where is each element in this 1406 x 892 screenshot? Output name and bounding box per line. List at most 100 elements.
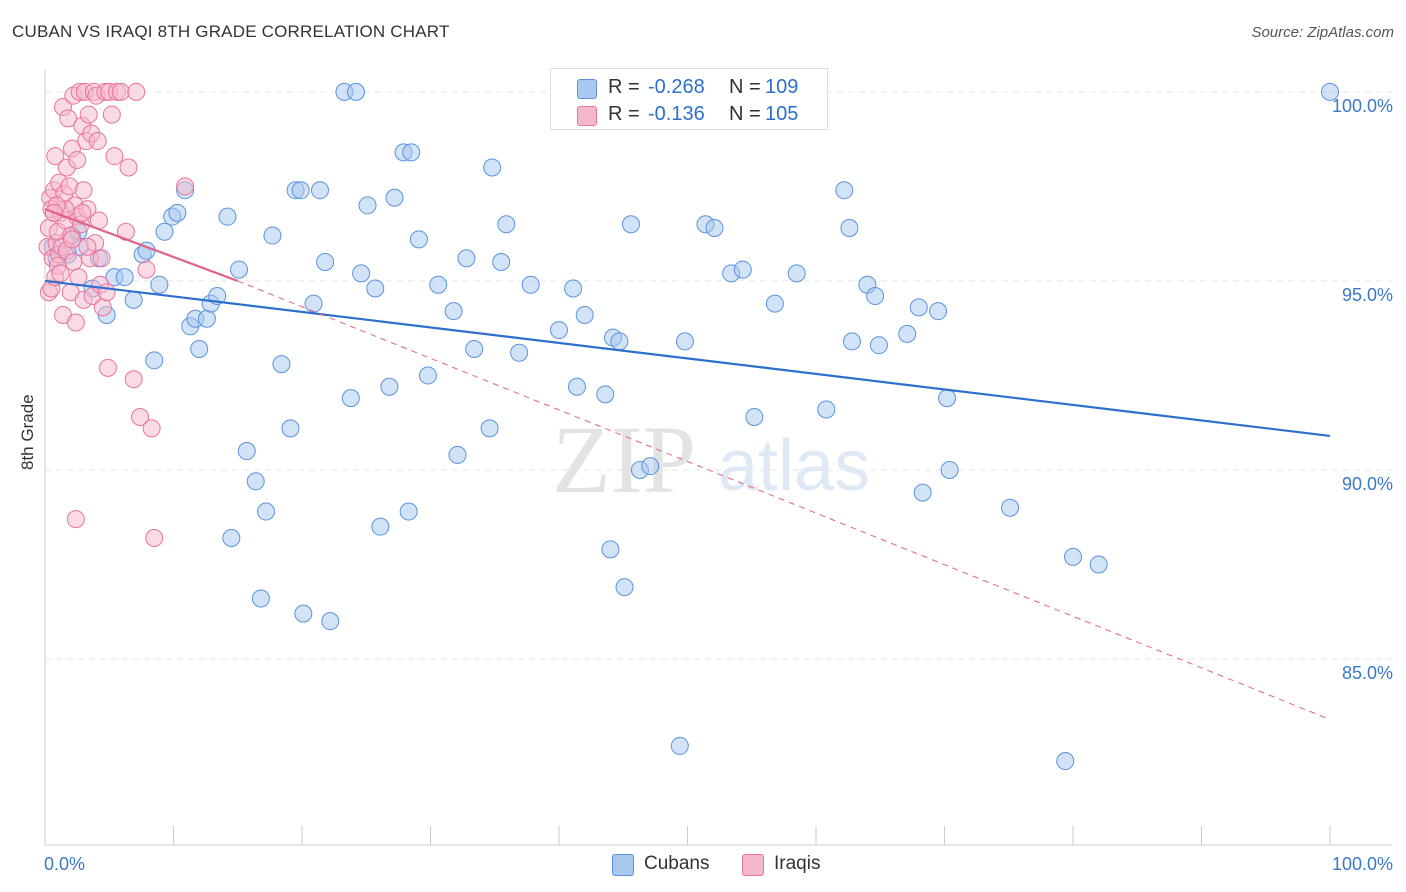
cubans-point — [483, 158, 502, 177]
cubans-point — [817, 400, 836, 419]
cubans-point — [155, 222, 174, 241]
chart-source: Source: ZipAtlas.com — [1251, 24, 1394, 41]
cubans-point — [465, 339, 484, 358]
iraqis-point — [88, 132, 107, 151]
y-tick-label: 95.0% — [1342, 285, 1393, 305]
legend-label: Cubans — [644, 853, 710, 874]
cubans-point — [510, 343, 529, 362]
iraqis-point — [98, 358, 117, 377]
cubans-point — [675, 332, 694, 351]
grid-layer — [45, 91, 1392, 660]
cubans-point — [448, 445, 467, 464]
cubans-point — [222, 529, 241, 547]
iraqis-point — [51, 264, 70, 283]
n-label: N = — [729, 103, 761, 125]
cubans-point — [444, 302, 463, 321]
cubans-point — [641, 457, 660, 476]
cubans-point — [168, 203, 187, 222]
r-value: -0.268 — [648, 76, 705, 98]
iraqis-point — [59, 109, 78, 128]
cubans-point — [366, 279, 385, 298]
iraqis-point — [69, 268, 88, 287]
cubans-point — [601, 540, 620, 559]
cubans-point — [596, 385, 615, 404]
cubans-point — [869, 336, 888, 355]
stats-row-cubans: R = -0.268 N = 109 — [551, 73, 827, 101]
cubans-point — [705, 219, 724, 237]
cubans-point — [842, 332, 861, 351]
cubans-swatch — [577, 79, 597, 99]
iraqis-point — [74, 181, 93, 200]
cubans-point — [1001, 498, 1020, 517]
cubans-point — [115, 268, 134, 287]
cubans-point — [457, 249, 476, 268]
cubans-point — [610, 332, 629, 351]
tick-labels: 85.0% 90.0% 95.0% 100.0% 0.0% 100.0% — [44, 96, 1393, 874]
cubans-point — [304, 294, 323, 313]
iraqis-point — [127, 82, 146, 101]
cubans-point — [835, 181, 854, 200]
trend-layer — [44, 208, 1331, 720]
points-layer — [38, 82, 1339, 771]
cubans-point — [521, 275, 540, 294]
y-axis-label: 8th Grade — [18, 394, 37, 470]
cubans-point — [492, 253, 511, 272]
iraqis-point — [124, 370, 143, 389]
cubans-point — [418, 366, 437, 385]
cubans-point — [840, 219, 859, 237]
cubans-point — [321, 612, 340, 631]
cubans-point — [272, 355, 291, 374]
cubans-point — [246, 472, 265, 491]
y-tick-label: 85.0% — [1342, 663, 1393, 683]
legend-label: Iraqis — [774, 853, 821, 874]
iraqis-point — [119, 158, 138, 177]
cubans-point — [938, 389, 957, 408]
cubans-point — [909, 298, 928, 317]
cubans-point — [1089, 555, 1108, 574]
iraqis-point — [93, 298, 112, 317]
cubans-trend-line — [44, 279, 1331, 438]
iraqis-point — [102, 105, 121, 124]
cubans-point — [281, 419, 300, 438]
cubans-point — [940, 460, 959, 479]
cubans-point — [1321, 82, 1339, 101]
iraqis-point — [79, 105, 98, 124]
cubans-point — [575, 305, 594, 324]
cubans-point — [251, 589, 270, 608]
x-tick-label: 0.0% — [44, 854, 85, 874]
cubans-point — [429, 275, 448, 294]
cubans-point — [218, 207, 237, 226]
iraqis-legend-swatch — [742, 854, 764, 876]
n-label: N = — [729, 76, 761, 98]
cubans-point — [929, 302, 948, 321]
iraqis-point — [131, 408, 150, 427]
cubans-point — [621, 215, 640, 234]
cubans-point — [1064, 547, 1082, 566]
iraqis-point — [73, 203, 92, 222]
iraqis-point — [105, 147, 124, 166]
cubans-point — [150, 275, 169, 294]
cubans-point — [263, 226, 282, 245]
iraqis-point — [137, 260, 156, 279]
iraqis-swatch — [577, 106, 597, 126]
iraqis-trend-line — [44, 208, 239, 282]
cubans-point — [550, 321, 568, 340]
watermark-atlas: atlas — [718, 426, 870, 506]
cubans-point — [237, 442, 256, 461]
cubans-point — [190, 339, 209, 358]
cubans-point — [197, 309, 216, 328]
cubans-point — [1056, 752, 1075, 771]
cubans-point — [898, 324, 917, 343]
cubans-point — [230, 260, 249, 279]
r-label: R = — [608, 76, 640, 98]
cubans-point — [866, 287, 885, 306]
legend-item-cubans[interactable]: Cubans — [612, 852, 722, 878]
cubans-point — [913, 483, 932, 502]
cubans-point — [352, 264, 371, 283]
stats-row-iraqis: R = -0.136 N = 105 — [551, 100, 827, 128]
n-value: 105 — [765, 103, 799, 125]
legend-item-iraqis[interactable]: Iraqis — [742, 852, 842, 878]
watermark-zip: ZIP — [552, 406, 696, 513]
y-tick-label: 90.0% — [1342, 474, 1393, 494]
